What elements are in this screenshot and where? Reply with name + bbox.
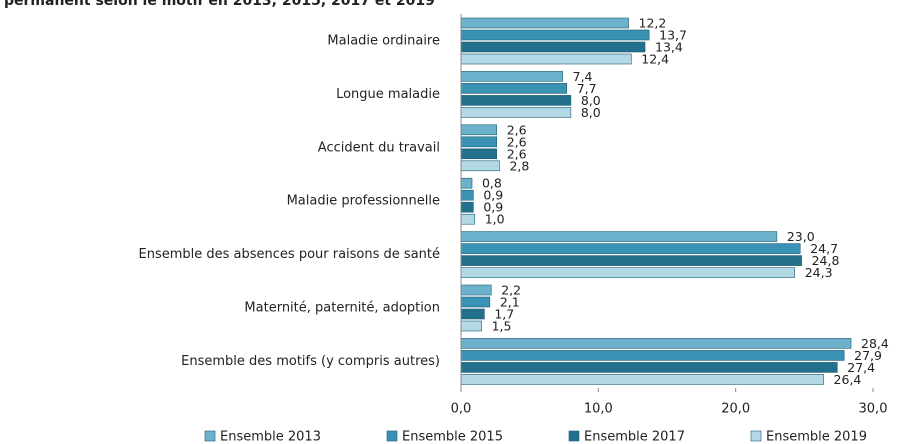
- value-label: 2,1: [500, 295, 520, 310]
- bar: [460, 284, 492, 296]
- bar: [460, 177, 473, 189]
- category-label: Longue maladie: [336, 87, 440, 102]
- bar: [460, 267, 796, 278]
- x-tick-label: 20,0: [721, 402, 750, 417]
- legend-swatch: [386, 430, 398, 442]
- value-label: 1,7: [494, 307, 514, 322]
- value-label: 27,4: [847, 360, 875, 375]
- value-label: 12,4: [641, 52, 669, 67]
- bar: [460, 201, 474, 213]
- value-label: 2,6: [507, 134, 527, 149]
- value-label: 13,4: [655, 40, 683, 55]
- x-tick-label: 0,0: [451, 402, 472, 417]
- bar: [460, 53, 632, 65]
- category-label: Maladie ordinaire: [327, 34, 440, 49]
- bar: [460, 83, 568, 94]
- bar: [460, 148, 498, 160]
- bar: [460, 160, 500, 172]
- bar: [460, 189, 474, 201]
- bar: [460, 362, 838, 373]
- legend-label: Ensemble 2013: [220, 430, 321, 444]
- bar: [460, 350, 845, 361]
- bar: [460, 17, 629, 29]
- x-tick-label: 10,0: [584, 402, 613, 417]
- value-label: 1,5: [492, 319, 512, 334]
- bar: [460, 41, 646, 53]
- bar: [460, 338, 852, 349]
- bar: [460, 71, 563, 82]
- category-label: Ensemble des motifs (y compris autres): [181, 354, 440, 369]
- bar: [460, 374, 824, 385]
- legend-label: Ensemble 2017: [584, 430, 685, 444]
- value-label: 8,0: [581, 105, 601, 120]
- bar: [460, 124, 498, 136]
- category-label: Accident du travail: [318, 140, 440, 155]
- value-label: 24,3: [805, 265, 833, 280]
- bar: [460, 308, 485, 320]
- value-label: 13,7: [659, 28, 687, 43]
- legend-label: Ensemble 2015: [402, 430, 503, 444]
- bar: [460, 243, 801, 254]
- value-label: 0,9: [483, 200, 503, 215]
- x-tick-label: 30,0: [859, 402, 888, 417]
- legend-swatch: [750, 430, 762, 442]
- value-label: 2,8: [509, 158, 529, 173]
- bar: [460, 296, 491, 308]
- value-label: 28,4: [861, 336, 889, 351]
- value-label: 24,8: [812, 253, 840, 268]
- bar: [460, 320, 482, 332]
- value-label: 12,2: [639, 16, 667, 31]
- chart-title: permanent selon le motif en 2013, 2015, …: [4, 0, 435, 9]
- bar: [460, 213, 476, 225]
- legend-swatch: [568, 430, 580, 442]
- value-label: 1,0: [485, 212, 505, 227]
- value-label: 27,9: [854, 348, 882, 363]
- value-label: 2,6: [507, 122, 527, 137]
- value-label: 7,7: [577, 81, 597, 96]
- value-label: 24,7: [810, 241, 838, 256]
- value-label: 0,8: [482, 176, 502, 191]
- value-label: 8,0: [581, 93, 601, 108]
- category-label: Maladie professionnelle: [287, 194, 440, 209]
- legend-swatch: [204, 430, 216, 442]
- bar: [460, 29, 650, 41]
- value-label: 7,4: [573, 69, 593, 84]
- value-label: 23,0: [787, 229, 815, 244]
- bar: [460, 255, 802, 266]
- category-label: Ensemble des absences pour raisons de sa…: [139, 247, 441, 262]
- category-label: Maternité, paternité, adoption: [244, 301, 440, 316]
- value-label: 0,9: [483, 188, 503, 203]
- bar: [460, 231, 778, 242]
- value-label: 2,6: [507, 146, 527, 161]
- value-label: 26,4: [834, 372, 862, 387]
- value-label: 2,2: [501, 283, 521, 298]
- bar: [460, 95, 572, 106]
- legend-label: Ensemble 2019: [766, 430, 867, 444]
- bar: [460, 107, 572, 118]
- bar: [460, 136, 498, 148]
